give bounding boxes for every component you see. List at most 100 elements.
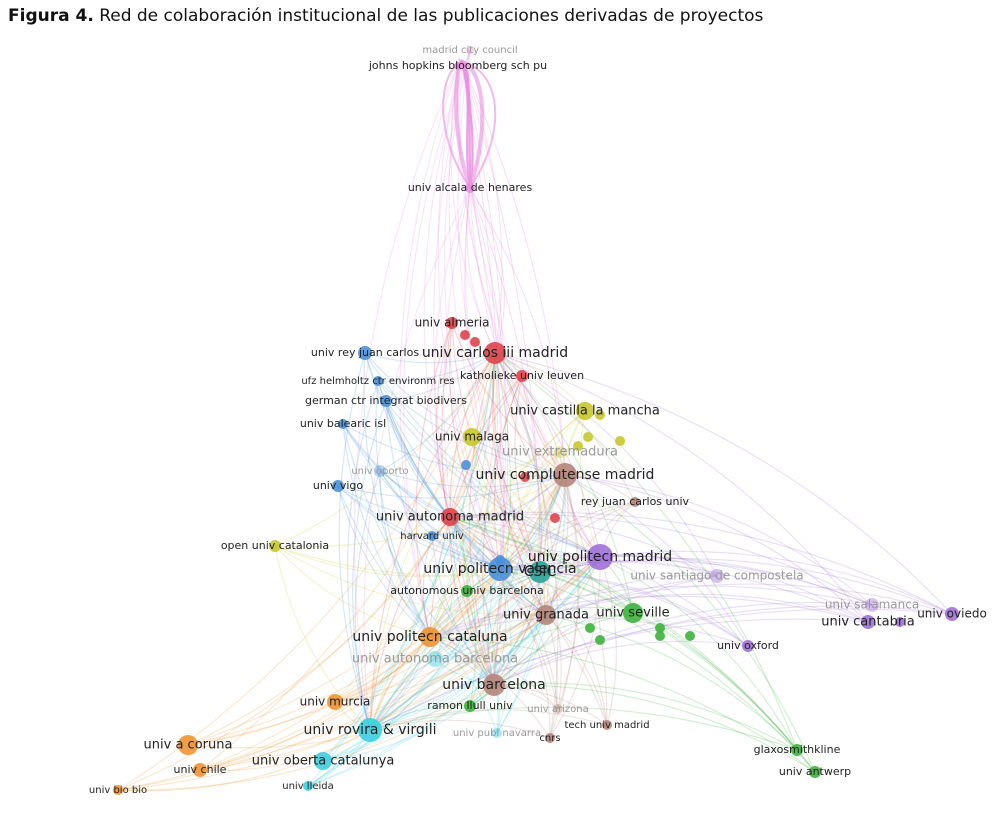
edge [494,352,550,616]
edge [491,352,547,616]
node [595,635,605,645]
edge [471,436,541,573]
node [484,342,506,364]
node [576,402,594,420]
edge [449,516,495,686]
edge [379,470,547,616]
edge [449,511,953,615]
edge [499,451,561,570]
edge [537,451,561,573]
edge [514,375,541,573]
edge [377,380,601,558]
edge [385,400,601,558]
edge [469,187,505,686]
edge [429,556,601,638]
node [460,330,470,340]
edge [199,614,547,771]
edge [487,568,501,686]
node [623,603,643,623]
edge [539,560,873,606]
edge [429,410,586,638]
edge [564,474,869,623]
edge [187,571,541,746]
edge [274,545,501,577]
edge [545,583,953,616]
edge [494,352,566,476]
edge [494,352,634,614]
node [587,544,613,570]
edge [369,474,566,731]
edge [429,585,873,638]
edge [369,436,473,731]
edge [471,436,601,558]
edge [469,352,496,686]
node-label: univ castilla la mancha [510,404,660,419]
node-layer [113,46,959,795]
edge [435,322,453,518]
edge [429,613,547,638]
edge [379,470,431,638]
node-label: univ bio bio [89,785,147,796]
node [358,346,372,360]
node-label: univ salamanca [825,598,919,612]
edge [493,601,873,686]
node [327,694,343,710]
edge [499,568,559,710]
edge [369,608,953,731]
figure-title: Figura 4. Red de colaboración institucio… [8,6,763,26]
edge [354,470,381,731]
figure-caption: Red de colaboración institucional de las… [99,6,764,26]
node [573,441,583,451]
node [193,763,207,777]
edge [322,614,547,762]
edge [369,501,636,731]
node [595,410,605,420]
edge [422,535,433,638]
edge [322,516,451,762]
node [630,497,640,507]
node [454,62,462,70]
node [615,436,625,446]
node [483,674,505,696]
node-label: univ rey juan carlos [311,346,419,359]
node-label: german ctr integrat biodivers [305,394,467,407]
node-label: univ oberta catalunya [252,754,395,769]
edge [429,451,561,638]
edge [375,380,431,638]
edge [493,375,523,570]
edge [117,571,541,791]
edge [307,614,547,787]
node [554,446,566,458]
edge [433,187,471,518]
edge [494,352,543,573]
node-label: univ oporto [351,466,408,477]
edge [493,640,749,686]
edge [369,614,547,731]
edge [434,516,456,660]
edge [499,568,816,773]
edge [377,380,501,570]
edge [429,375,523,638]
edge [449,516,495,686]
edge [494,352,601,558]
edge [545,474,569,616]
edge [496,571,541,734]
edge [469,352,512,707]
edge [431,535,541,573]
edge [431,535,495,686]
edge [451,322,566,476]
edge [429,595,869,638]
edge [469,187,509,570]
edge [493,575,718,686]
edge [494,352,718,577]
node [465,183,475,193]
edge [469,187,505,354]
edge [539,560,718,577]
edge [415,322,453,638]
edge [545,614,798,751]
node [945,607,959,621]
node [655,623,665,633]
edge [187,568,501,746]
edge [117,614,547,791]
node-label: univ santiago de compostela [630,569,803,583]
